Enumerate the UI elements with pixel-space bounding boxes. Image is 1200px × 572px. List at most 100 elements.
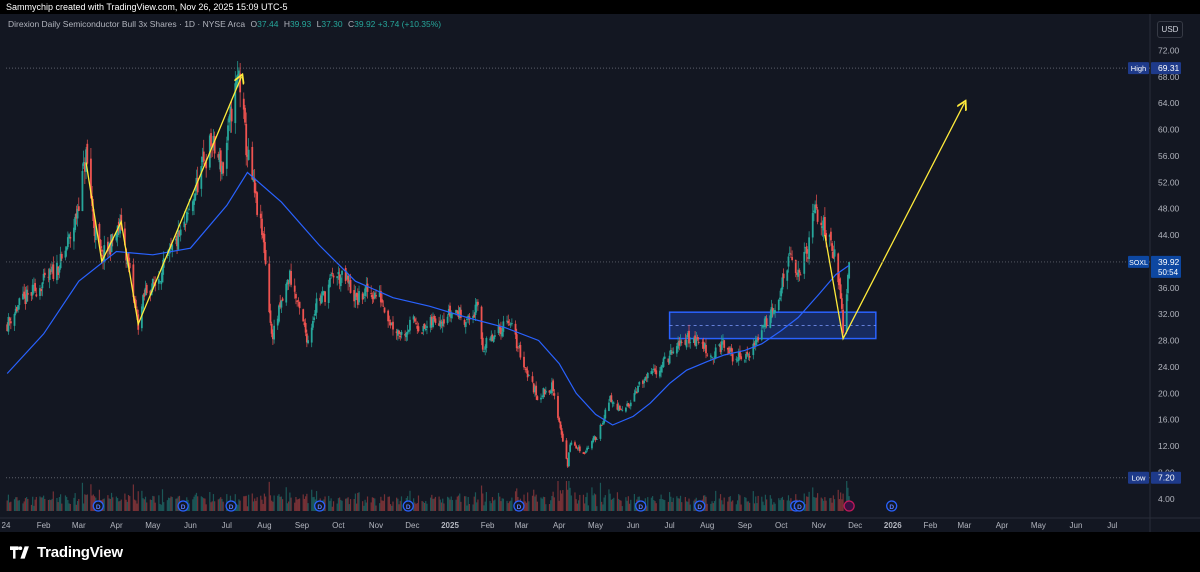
volume-bar <box>761 496 763 511</box>
candle-body <box>823 216 826 236</box>
candle-body <box>713 356 716 358</box>
volume-bar <box>783 499 785 511</box>
candle-body <box>696 337 699 340</box>
candle-body <box>446 316 449 323</box>
volume-bar <box>268 481 270 511</box>
candle-body <box>322 291 325 294</box>
candle-body <box>679 340 682 344</box>
volume-bar <box>154 502 156 511</box>
candle-body <box>584 451 587 453</box>
volume-bar <box>510 500 512 511</box>
candle-body <box>541 395 544 397</box>
candle-body <box>616 403 619 410</box>
volume-bar <box>551 495 553 511</box>
candle-body <box>791 257 794 261</box>
volume-bar <box>567 489 569 511</box>
volume-bar <box>261 499 263 511</box>
volume-bar <box>171 497 173 511</box>
candle-body <box>35 294 38 297</box>
candle-body <box>771 308 774 312</box>
volume-bar <box>358 492 360 511</box>
candle-body <box>760 330 763 340</box>
candle-body <box>663 356 666 359</box>
price-chart[interactable]: 72.00 68.00 64.00 60.00 56.00 52.00 48.00 44.00… <box>0 14 1200 532</box>
tradingview-logo[interactable]: TradingView <box>10 544 123 561</box>
candle-body <box>672 351 675 354</box>
candle-body <box>136 309 138 315</box>
candle-body <box>256 192 259 215</box>
candle-body <box>677 342 679 349</box>
candle-body <box>517 347 519 349</box>
volume-bar <box>659 498 661 511</box>
volume-bar <box>599 482 602 511</box>
candle-body <box>594 436 597 441</box>
volume-bar <box>601 501 603 511</box>
volume-bar <box>455 499 457 511</box>
candle-body <box>586 447 588 451</box>
candle-body <box>560 428 563 435</box>
candle-body <box>252 177 255 182</box>
volume-bar <box>561 493 563 511</box>
candle-body <box>600 425 603 426</box>
volume-bar <box>824 497 826 511</box>
volume-bar <box>480 485 483 511</box>
volume-bar <box>143 499 145 511</box>
candle-body <box>66 237 69 248</box>
volume-bar <box>831 502 833 511</box>
volume-bar <box>286 503 289 511</box>
volume-bar <box>152 495 154 511</box>
volume-bar <box>27 498 29 511</box>
chart-area[interactable]: 72.00 68.00 64.00 60.00 56.00 52.00 48.00 44.00… <box>0 14 1200 532</box>
candle-body <box>362 296 365 298</box>
currency-selector[interactable]: USD <box>1157 21 1183 38</box>
volume-bar <box>303 498 306 511</box>
candle-body <box>57 266 60 275</box>
volume-bar <box>246 506 249 511</box>
volume-bar <box>75 504 77 511</box>
candle-body <box>507 320 510 324</box>
x-tick-label: Dec <box>848 521 862 530</box>
candle-body <box>840 298 843 309</box>
volume-bar <box>374 498 376 511</box>
volume-bar <box>693 500 695 511</box>
volume-bar <box>269 495 272 511</box>
volume-bar <box>365 502 367 511</box>
volume-bar <box>664 500 666 511</box>
x-tick-label: 2025 <box>441 521 459 530</box>
candle-body <box>100 249 103 252</box>
candle-body <box>75 213 78 219</box>
candle-body <box>774 310 777 313</box>
volume-bar <box>770 498 773 511</box>
volume-bar <box>285 487 287 511</box>
volume-bar <box>90 484 92 511</box>
volume-bar <box>511 497 513 511</box>
open-value: 37.44 <box>257 19 279 29</box>
candle-body <box>565 440 568 459</box>
volume-bar <box>527 492 529 511</box>
volume-bar <box>49 499 51 511</box>
candle-body <box>646 372 649 379</box>
candle-body <box>706 354 709 356</box>
volume-bar <box>787 495 790 511</box>
candle-body <box>557 396 559 418</box>
volume-bar <box>364 499 366 511</box>
candle-body <box>341 270 343 275</box>
volume-bar <box>774 503 776 511</box>
candle-body <box>633 393 636 402</box>
volume-bar <box>371 497 373 511</box>
dividend-marker-label: D <box>697 504 702 511</box>
candle-body <box>480 306 483 340</box>
volume-bar <box>769 495 771 511</box>
candle-body <box>443 319 445 324</box>
volume-bar <box>380 496 382 511</box>
candle-body <box>157 279 160 284</box>
ticker-tag-box <box>1128 255 1149 268</box>
volume-bar <box>13 499 16 511</box>
dividend-marker <box>92 500 104 512</box>
volume-bar <box>347 497 349 511</box>
volume-bar <box>256 497 258 511</box>
volume-bar <box>431 494 433 511</box>
volume-bar <box>422 501 424 511</box>
volume-bar <box>73 497 75 511</box>
y-tick-label: 52.00 <box>1158 177 1180 187</box>
